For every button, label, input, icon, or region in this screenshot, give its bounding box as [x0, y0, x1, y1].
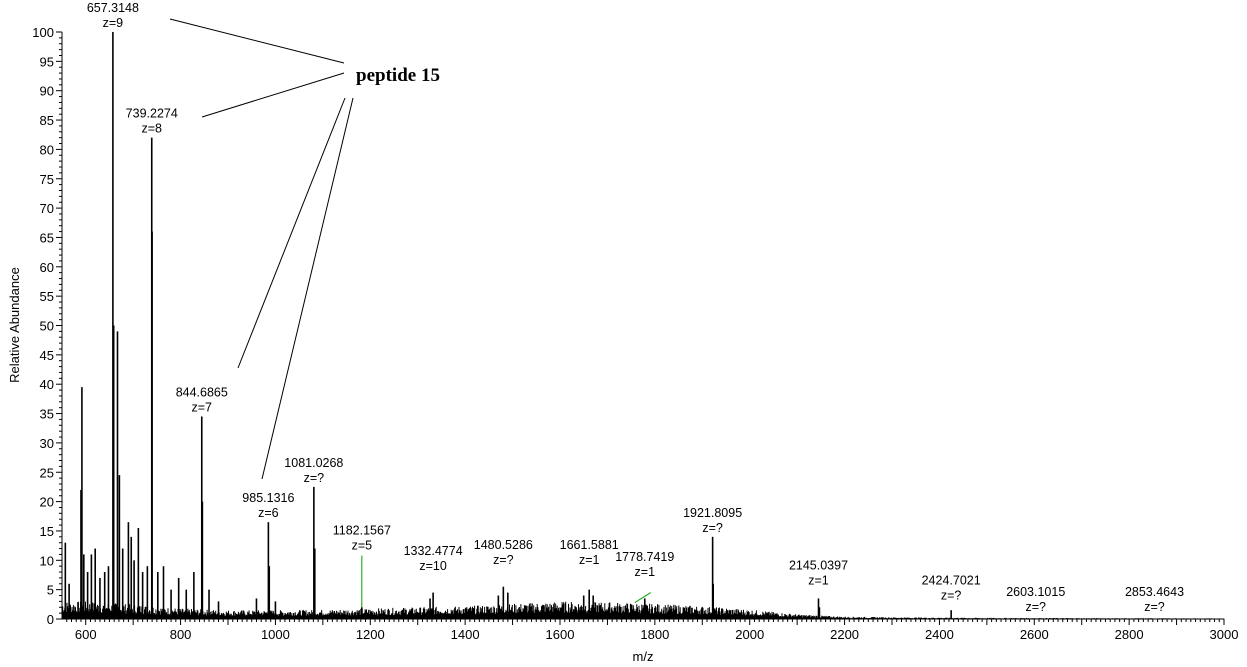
annotation-connector: [201, 72, 345, 118]
x-tick-label: 1600: [546, 627, 575, 642]
x-tick-label: 2400: [925, 627, 954, 642]
peak-label-mass: 985.1316: [242, 491, 294, 505]
y-tick-label: 20: [40, 495, 54, 510]
peak-label-mass: 1661.5881: [560, 538, 619, 552]
spectrum-baseline: [61, 601, 1225, 619]
x-tick-label: 1000: [261, 627, 290, 642]
x-tick-label: 600: [75, 627, 97, 642]
peak-label-charge: z=1: [635, 565, 656, 579]
peak-label-mass: 844.6865: [176, 385, 228, 399]
annotation-connector: [169, 18, 345, 64]
x-tick-label: 1400: [451, 627, 480, 642]
peak-label-charge: z=?: [493, 553, 514, 567]
y-tick-label: 60: [40, 260, 54, 275]
annotation-connector: [237, 97, 346, 369]
peak-label-charge: z=10: [419, 559, 447, 573]
axes: 600 800 1000 1200 1400 1600 1800 2000 2200 2400 26…: [32, 25, 1238, 642]
baseline-noise: [61, 601, 1225, 619]
peak-label-charge: z=?: [941, 588, 962, 602]
peak-label-mass: 1778.7419: [615, 550, 674, 564]
y-tick-label: 10: [40, 553, 54, 568]
peak-label-charge: z=?: [1144, 600, 1165, 614]
y-tick-label: 90: [40, 84, 54, 99]
peak-label-charge: z=6: [258, 506, 279, 520]
y-tick-label: 15: [40, 524, 54, 539]
peak-label-mass: 1921.8095: [683, 506, 742, 520]
x-tick-label: 2600: [1020, 627, 1049, 642]
x-axis-label: m/z: [633, 649, 654, 664]
peak-label-charge: z=5: [352, 538, 373, 552]
y-tick-label: 75: [40, 172, 54, 187]
y-tick-label: 85: [40, 113, 54, 128]
annotation-connector: [261, 97, 354, 480]
peak-label-charge: z=1: [808, 574, 829, 588]
peak-label-mass: 739.2274: [126, 107, 178, 121]
green-marker-line: [634, 592, 652, 603]
peak-label-mass: 1081.0268: [284, 456, 343, 470]
y-tick-label: 50: [40, 319, 54, 334]
peak-label-mass: 2145.0397: [789, 559, 848, 573]
x-tick-label: 800: [170, 627, 192, 642]
x-tick-label: 1200: [356, 627, 385, 642]
peak-label-mass: 2424.7021: [922, 573, 981, 587]
peak-label-charge: z=?: [304, 471, 325, 485]
x-tick-label: 2200: [830, 627, 859, 642]
x-tick-label: 2000: [735, 627, 764, 642]
peak-label-charge: z=1: [579, 553, 600, 567]
y-tick-label: 55: [40, 289, 54, 304]
peak-label-charge: z=8: [141, 122, 162, 136]
y-tick-label: 0: [47, 612, 54, 627]
annotation-label: peptide 15: [356, 65, 440, 86]
peak-label-mass: 2853.4643: [1125, 585, 1184, 599]
peak-label-charge: z=7: [192, 400, 213, 414]
peak-label-mass: 1480.5286: [474, 538, 533, 552]
peak-label-charge: z=?: [1025, 600, 1046, 614]
y-tick-label: 40: [40, 377, 54, 392]
spectrum-peaks: [64, 32, 952, 619]
y-axis-label: Relative Abundance: [7, 267, 22, 383]
peak-label-mass: 2603.1015: [1006, 585, 1065, 599]
y-tick-label: 35: [40, 407, 54, 422]
peak-label-charge: z=9: [103, 16, 124, 30]
annotation: peptide 15: [169, 18, 440, 480]
y-tick-label: 100: [32, 25, 54, 40]
x-tick-label: 2800: [1115, 627, 1144, 642]
peak-label-mass: 1332.4774: [404, 544, 463, 558]
peak-label-mass: 1182.1567: [333, 523, 391, 537]
y-tick-label: 30: [40, 436, 54, 451]
y-tick-label: 45: [40, 348, 54, 363]
y-tick-label: 5: [47, 583, 54, 598]
y-tick-label: 80: [40, 142, 54, 157]
x-tick-label: 3000: [1210, 627, 1239, 642]
y-tick-label: 70: [40, 201, 54, 216]
x-tick-label: 1800: [640, 627, 669, 642]
peak-label-charge: z=?: [702, 521, 723, 535]
peak-label-mass: 657.3148: [87, 1, 139, 15]
y-tick-label: 95: [40, 54, 54, 69]
y-tick-label: 65: [40, 230, 54, 245]
y-tick-label: 25: [40, 465, 54, 480]
